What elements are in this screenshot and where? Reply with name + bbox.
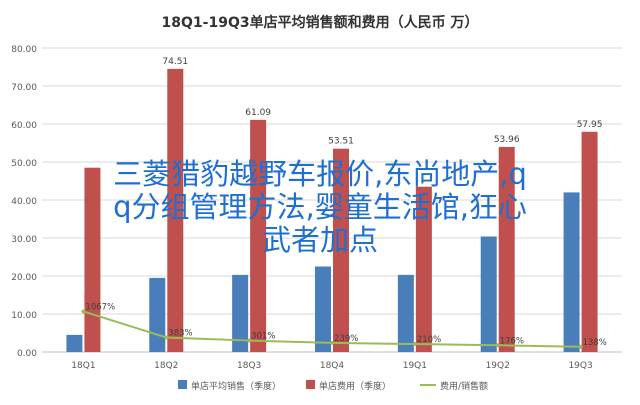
sales-bar: [480, 236, 497, 352]
y-tick-label: 20.00: [11, 273, 37, 283]
y-tick-label: 0.00: [17, 349, 37, 359]
data-labels: 74.51 61.09 53.51 53.96 57.95 1067% 383% 301% 23…: [85, 57, 606, 348]
chart-title: 18Q1-19Q3单店平均销售额和费用（人民币 万）: [162, 14, 479, 31]
y-tick-label: 30.00: [11, 235, 37, 245]
expense-bar: [581, 131, 598, 352]
y-tick-label: 50.00: [11, 159, 37, 169]
ratio-data-label: 176%: [500, 336, 524, 346]
sales-bar: [397, 274, 414, 352]
x-tick-label: 19Q3: [568, 361, 592, 371]
ratio-line: [81, 309, 583, 349]
ratio-data-label: 239%: [334, 334, 358, 344]
expense-bar: [84, 167, 101, 352]
gridlines: [42, 47, 622, 353]
x-tick-label: 18Q4: [320, 361, 345, 371]
legend-swatch: [178, 380, 187, 389]
y-tick-label: 70.00: [11, 83, 37, 93]
x-axis: 18Q1 18Q2 18Q3 18Q4 19Q1 19Q2 19Q3: [71, 361, 592, 371]
bar-data-label: 53.96: [494, 135, 520, 145]
ratio-data-label: 1067%: [85, 302, 115, 312]
y-tick-label: 10.00: [11, 311, 37, 321]
legend-label: 单店平均销售（季度）: [191, 380, 281, 392]
sales-bar: [232, 274, 249, 352]
ratio-point: [412, 342, 417, 347]
expense-bar: [167, 68, 184, 352]
x-tick-label: 18Q2: [154, 361, 178, 371]
legend: 单店平均销售（季度） 单店费用（季度） 费用/销售额: [178, 380, 488, 392]
ratio-data-label: 383%: [168, 328, 192, 338]
ratio-point: [247, 338, 252, 343]
legend-label: 单店费用（季度）: [319, 380, 391, 392]
x-tick-label: 18Q1: [71, 361, 95, 371]
ratio-point: [81, 309, 86, 314]
ratio-data-label: 210%: [417, 335, 441, 345]
legend-label: 费用/销售额: [440, 380, 488, 392]
sales-bar: [563, 192, 580, 352]
expense-bar: [498, 146, 515, 352]
bars: [66, 68, 598, 352]
expense-bar: [415, 186, 432, 352]
x-tick-label: 19Q1: [403, 361, 427, 371]
y-tick-label: 60.00: [11, 121, 37, 131]
sales-bar: [149, 277, 166, 352]
x-tick-label: 19Q2: [486, 361, 510, 371]
ratio-point: [578, 344, 583, 349]
x-tick-label: 18Q3: [237, 361, 261, 371]
ratio-data-label: 301%: [251, 332, 275, 342]
sales-bar: [66, 334, 83, 352]
ratio-point: [330, 340, 334, 345]
ratio-point: [164, 335, 169, 340]
y-tick-label: 40.00: [11, 197, 37, 207]
y-axis: 0.00 10.00 20.00 30.00 40.00 50.00 60.00 70.00 8…: [11, 45, 37, 359]
ratio-point: [495, 343, 500, 348]
y-tick-label: 80.00: [11, 45, 37, 55]
bar-data-label: 57.95: [577, 120, 603, 130]
bar-data-label: 74.51: [162, 57, 188, 67]
ratio-data-label: 138%: [583, 338, 607, 348]
expense-bar: [333, 148, 349, 352]
bar-data-label: 53.51: [328, 137, 354, 147]
bar-data-label: 61.09: [245, 108, 271, 118]
legend-swatch: [306, 380, 315, 389]
sales-bar: [315, 266, 331, 352]
expense-bar: [250, 119, 267, 352]
